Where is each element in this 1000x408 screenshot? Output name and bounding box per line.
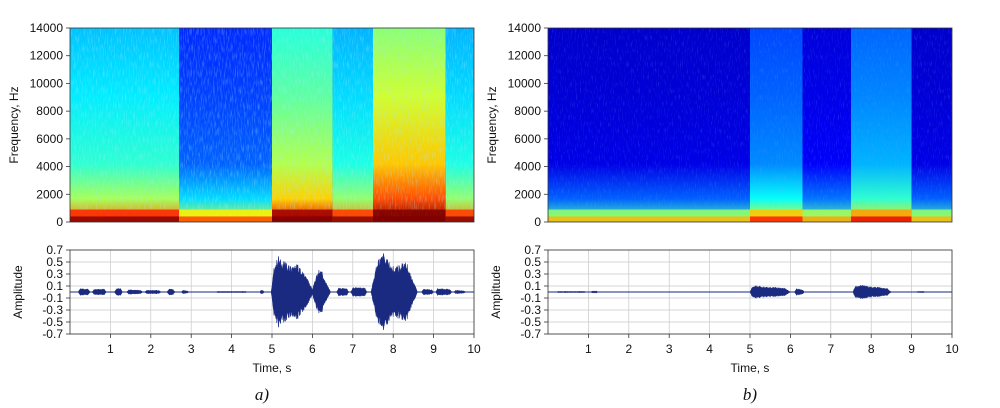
x-tick-label: 5: [269, 342, 276, 356]
spectrogram-b-frame: [547, 27, 953, 223]
y-tick-label: 10000: [30, 76, 64, 90]
y-tick-label: 4000: [36, 160, 63, 174]
y-tick-label: 0.3: [524, 267, 541, 281]
y-tick-label: 12000: [508, 49, 542, 63]
x-tick-label: 1: [107, 342, 114, 356]
x-tick-label: 2: [147, 342, 154, 356]
waveform-a-x-ticks: 1 2 3 4 5 6 7 8 9 10: [107, 334, 481, 356]
y-tick-label: 14000: [30, 21, 64, 35]
y-tick-label: 6000: [514, 132, 541, 146]
waveform-b-x-label: Time, s: [731, 361, 770, 375]
waveform-a-x-label: Time, s: [253, 361, 292, 375]
x-tick-label: 5: [747, 342, 754, 356]
spectrogram-low-band-core: [851, 216, 912, 222]
x-tick-label: 3: [188, 342, 195, 356]
y-tick-label: -0.7: [520, 327, 541, 341]
spectrogram-b-y-label: Frequency, Hz: [485, 86, 499, 163]
x-tick-label: 7: [827, 342, 834, 356]
spectrogram-b: 0 2000 4000 6000 8000 10000 12000 14000 Frequen…: [485, 21, 953, 229]
spectrogram-b-low-band: [548, 209, 952, 222]
x-tick-label: 8: [390, 342, 397, 356]
y-tick-label: 8000: [514, 104, 541, 118]
spectrogram-a-texture: [70, 28, 474, 222]
waveform-b-x-ticks: 1 2 3 4 5 6 7 8 9 10: [585, 334, 959, 356]
y-tick-label: 0.1: [46, 279, 63, 293]
y-tick-label: 0.7: [46, 243, 63, 257]
spectrogram-a-low-band: [70, 209, 474, 222]
x-tick-label: 2: [625, 342, 632, 356]
x-tick-label: 7: [349, 342, 356, 356]
spectrogram-low-band-core: [445, 216, 474, 222]
spectrogram-low-band-core: [802, 216, 851, 222]
y-tick-label: 0: [56, 215, 63, 229]
waveform-b-y-label: Amplitude: [489, 265, 503, 319]
waveform-a-y-label: Amplitude: [11, 265, 25, 319]
waveform-b: 0.70.50.30.1-0.1-0.3-0.5-0.7 1 2 3 4 5 6 7 8 9 10…: [489, 243, 959, 375]
x-tick-label: 8: [868, 342, 875, 356]
y-tick-label: 0.5: [46, 255, 63, 269]
y-tick-label: -0.5: [42, 315, 63, 329]
spectrogram-low-band-core: [750, 216, 803, 222]
waveform-b-signal: [556, 284, 952, 300]
x-tick-label: 6: [787, 342, 794, 356]
spectrogram-low-band-core: [179, 216, 272, 222]
y-tick-label: 8000: [36, 104, 63, 118]
spectrogram-a-y-ticks: 0 2000 4000 6000 8000 10000 12000 14000: [30, 21, 70, 229]
spectrogram-a-frame: [69, 27, 475, 223]
y-tick-label: 14000: [508, 21, 542, 35]
x-tick-label: 3: [666, 342, 673, 356]
y-tick-label: -0.3: [42, 303, 63, 317]
waveform-b-y-ticks: 0.70.50.30.1-0.1-0.3-0.5-0.7: [520, 243, 548, 341]
x-tick-label: 4: [706, 342, 713, 356]
spectrogram-a: 0 2000 4000 6000 8000 10000 12000 14000 Frequen…: [7, 21, 475, 229]
y-tick-label: 0.3: [46, 267, 63, 281]
spectrogram-b-texture: [548, 28, 952, 222]
spectrogram-a-y-label: Frequency, Hz: [7, 86, 21, 163]
waveform-a: 0.70.50.30.1-0.1-0.3-0.5-0.7 1 2 3 4 5 6 7 8 9 10…: [11, 243, 481, 375]
x-tick-label: 6: [309, 342, 316, 356]
y-tick-label: 0.1: [524, 279, 541, 293]
spectrogram-low-band-core: [911, 216, 952, 222]
spectrogram-b-y-ticks: 0 2000 4000 6000 8000 10000 12000 14000: [508, 21, 548, 229]
spectrogram-low-band-core: [70, 216, 180, 222]
y-tick-label: -0.1: [520, 291, 541, 305]
y-tick-label: -0.3: [520, 303, 541, 317]
y-tick-label: -0.1: [42, 291, 63, 305]
y-tick-label: 6000: [36, 132, 63, 146]
y-tick-label: -0.7: [42, 327, 63, 341]
y-tick-label: 2000: [514, 187, 541, 201]
y-tick-label: 0.5: [524, 255, 541, 269]
x-tick-label: 9: [430, 342, 437, 356]
y-tick-label: 10000: [508, 76, 542, 90]
y-tick-label: 2000: [36, 187, 63, 201]
spectrogram-low-band-core: [272, 216, 333, 222]
y-tick-label: 0: [534, 215, 541, 229]
x-tick-label: 4: [228, 342, 235, 356]
y-tick-label: 0.7: [524, 243, 541, 257]
spectrogram-low-band-core: [373, 216, 446, 222]
spectrogram-low-band-core: [332, 216, 373, 222]
x-tick-label: 10: [945, 342, 959, 356]
y-tick-label: 4000: [514, 160, 541, 174]
waveform-a-signal: [77, 253, 474, 330]
waveform-a-y-ticks: 0.70.50.30.1-0.1-0.3-0.5-0.7: [42, 243, 70, 341]
panel-b-caption: b): [743, 385, 758, 404]
x-tick-label: 10: [467, 342, 481, 356]
x-tick-label: 1: [585, 342, 592, 356]
y-tick-label: 12000: [30, 49, 64, 63]
x-tick-label: 9: [908, 342, 915, 356]
y-tick-label: -0.5: [520, 315, 541, 329]
spectrogram-low-band-core: [548, 216, 750, 222]
panel-a-caption: a): [255, 385, 270, 404]
